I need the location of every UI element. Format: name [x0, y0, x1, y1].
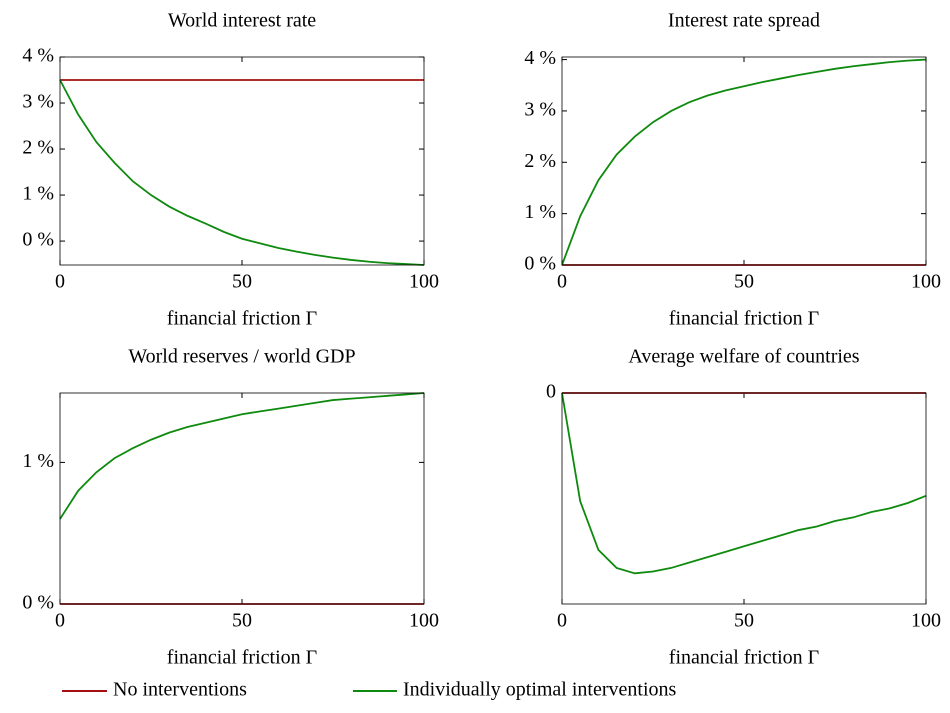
- x-axis-label: financial friction Γ: [167, 647, 317, 669]
- plot-frame: [59, 56, 425, 266]
- y-tick-label: 1 %: [22, 450, 54, 472]
- y-tick-label: 1 %: [22, 183, 54, 205]
- chart-title: Average welfare of countries: [628, 346, 859, 368]
- x-axis-label: financial friction Γ: [669, 647, 819, 669]
- y-tick-label: 0 %: [22, 592, 54, 614]
- plot-frame: [561, 56, 927, 266]
- y-tick-label: 4 %: [524, 47, 556, 69]
- y-tick-label: 4 %: [22, 45, 54, 67]
- y-tick-label: 2 %: [524, 150, 556, 172]
- x-tick-label: 0: [557, 271, 567, 293]
- legend-label: No interventions: [113, 679, 247, 701]
- x-tick-label: 50: [734, 610, 754, 632]
- x-tick-label: 50: [232, 271, 252, 293]
- series-line: [561, 58, 927, 266]
- y-tick-label: 0: [546, 381, 556, 403]
- x-tick-label: 100: [409, 271, 439, 293]
- y-tick-label: 3 %: [22, 91, 54, 113]
- chart-title: Interest rate spread: [668, 10, 820, 32]
- x-tick-label: 100: [911, 271, 941, 293]
- chart-title: World interest rate: [168, 10, 316, 32]
- y-tick-label: 0 %: [22, 229, 54, 251]
- x-tick-label: 100: [911, 610, 941, 632]
- x-tick-label: 100: [409, 610, 439, 632]
- series-line: [59, 392, 425, 520]
- plot-frame: [59, 392, 425, 605]
- y-tick-label: 1 %: [524, 201, 556, 223]
- chart-title: World reserves / world GDP: [128, 346, 355, 368]
- series-line: [561, 392, 927, 575]
- x-tick-label: 0: [55, 271, 65, 293]
- y-tick-label: 2 %: [22, 137, 54, 159]
- x-tick-label: 50: [232, 610, 252, 632]
- x-tick-label: 0: [557, 610, 567, 632]
- x-axis-label: financial friction Γ: [167, 308, 317, 330]
- legend-label: Individually optimal interventions: [403, 679, 677, 701]
- series-line: [59, 79, 425, 266]
- x-axis-label: financial friction Γ: [669, 308, 819, 330]
- x-tick-label: 0: [55, 610, 65, 632]
- x-tick-label: 50: [734, 271, 754, 293]
- y-tick-label: 0 %: [524, 253, 556, 275]
- y-tick-label: 3 %: [524, 99, 556, 121]
- plot-frame: [561, 392, 927, 605]
